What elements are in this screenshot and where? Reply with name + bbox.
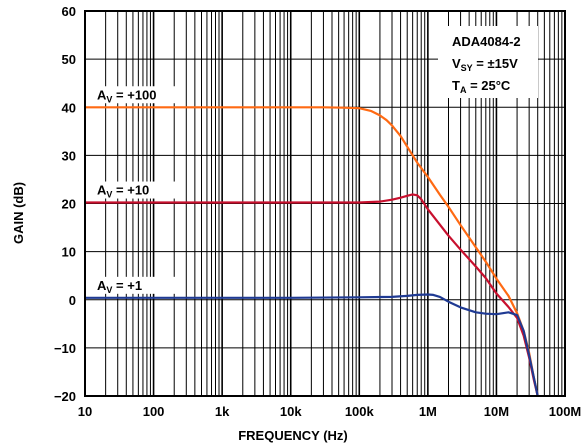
x-axis-title: FREQUENCY (Hz) (238, 428, 348, 443)
x-tick-label: 100k (345, 404, 375, 419)
y-tick-label: 20 (62, 197, 76, 212)
annotation-vsy: VSY = ±15V (452, 56, 518, 73)
conditions-annotation: ADA4084-2 VSY = ±15V TA = 25°C (438, 26, 538, 98)
y-tick-label: −20 (54, 389, 76, 404)
y-tick-label: 30 (62, 148, 76, 163)
y-tick-label: 0 (69, 293, 76, 308)
annotation-device: ADA4084-2 (452, 34, 521, 49)
series-label: AV = +10 (97, 183, 149, 200)
series-line (85, 293, 539, 397)
x-tick-label: 100M (549, 404, 582, 419)
y-tick-label: 40 (62, 100, 76, 115)
annotation-background (438, 26, 538, 98)
y-tick-label: −10 (54, 341, 76, 356)
x-tick-label: 1k (215, 404, 230, 419)
y-tick-label: 60 (62, 4, 76, 19)
y-axis-title: GAIN (dB) (11, 182, 26, 244)
x-tick-label: 1M (419, 404, 437, 419)
x-tick-label: 100 (143, 404, 165, 419)
y-tick-labels: 60 50 40 30 20 10 0 −10 −20 (54, 4, 76, 404)
series-label-background (93, 86, 175, 104)
plot-frame (84, 10, 566, 397)
series-label-background (93, 276, 175, 294)
x-tick-label: 10 (78, 404, 92, 419)
x-tick-labels: 10 100 1k 10k 100k 1M 10M 100M (78, 404, 582, 419)
series-line (85, 106, 539, 397)
series-label: AV = +100 (97, 87, 157, 104)
x-tick-label: 10k (280, 404, 302, 419)
annotation-ta: TA = 25°C (452, 78, 511, 95)
y-tick-label: 50 (62, 52, 76, 67)
series-layer (85, 106, 539, 397)
series-label: AV = +1 (97, 278, 142, 295)
y-tick-label: 10 (62, 245, 76, 260)
series-label-background (93, 181, 175, 199)
series-line (85, 193, 539, 397)
series-labels: AV = +100 AV = +10 AV = +1 (93, 86, 175, 295)
x-tick-label: 10M (484, 404, 509, 419)
